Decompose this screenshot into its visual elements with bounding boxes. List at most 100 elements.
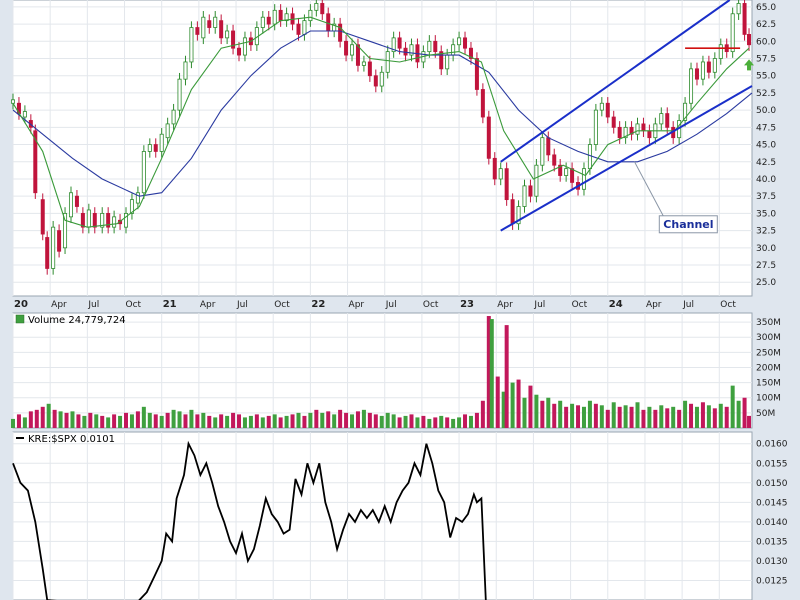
candle-body xyxy=(272,9,277,25)
volume-bar xyxy=(468,415,473,428)
volume-bar xyxy=(385,412,390,428)
candle-body xyxy=(92,212,97,228)
x-tick-label: Jul xyxy=(87,300,99,310)
volume-bar xyxy=(40,406,45,428)
candle-body xyxy=(747,34,752,46)
sma50-line xyxy=(12,16,750,228)
candle-body xyxy=(141,151,146,194)
candle-body xyxy=(195,27,200,35)
candle-body xyxy=(355,44,360,66)
price-tick-label: 47.5 xyxy=(756,123,776,133)
candle-body xyxy=(201,16,206,39)
volume-bar xyxy=(332,414,337,428)
volume-bar xyxy=(314,409,319,428)
candle-body xyxy=(665,113,670,128)
volume-panel xyxy=(12,312,753,429)
candle-body xyxy=(45,237,50,269)
candle-body xyxy=(730,13,735,53)
x-tick-label: Apr xyxy=(349,300,365,310)
candle-body xyxy=(629,126,634,135)
price-tick-label: 55.0 xyxy=(756,72,776,82)
candle-body xyxy=(558,164,563,176)
candle-body xyxy=(451,44,456,56)
volume-bar xyxy=(510,382,515,428)
volume-bar xyxy=(177,411,182,428)
volume-legend-swatch xyxy=(15,314,25,324)
volume-bar xyxy=(593,403,598,428)
volume-bar xyxy=(427,418,432,428)
volume-bar xyxy=(219,414,224,428)
candle-body xyxy=(189,27,194,63)
candle-body xyxy=(278,9,283,22)
price-tick-label: 30.0 xyxy=(756,244,776,254)
ratio-panel xyxy=(12,431,753,600)
volume-bar xyxy=(124,412,129,428)
volume-bar xyxy=(397,417,402,428)
candle-body xyxy=(593,109,598,145)
price-tick-label: 50.0 xyxy=(756,106,776,116)
volume-bar xyxy=(58,411,63,428)
volume-bar xyxy=(486,316,491,428)
x-tick-label: Apr xyxy=(51,300,67,310)
x-tick-label: Oct xyxy=(274,300,290,310)
candle-body xyxy=(350,44,355,56)
candle-body xyxy=(605,102,610,118)
candle-body xyxy=(135,192,140,204)
volume-bar xyxy=(242,417,247,428)
candle-body xyxy=(683,102,688,121)
candle-body xyxy=(641,123,646,132)
volume-bar xyxy=(712,408,717,428)
candle-body xyxy=(57,230,62,252)
volume-bar xyxy=(457,417,462,428)
candle-body xyxy=(385,51,390,73)
volume-bar xyxy=(308,412,313,428)
volume-bar xyxy=(641,409,646,428)
candle-body xyxy=(100,212,105,228)
volume-bar xyxy=(76,414,81,428)
candle-body xyxy=(68,192,73,218)
candle-body xyxy=(344,40,349,56)
volume-bar xyxy=(165,412,170,428)
candle-body xyxy=(391,37,396,53)
volume-bar xyxy=(141,406,146,428)
volume-bar xyxy=(195,414,200,428)
volume-bar xyxy=(22,417,27,428)
candle-body xyxy=(302,20,307,35)
price-tick-label: 27.5 xyxy=(756,261,776,271)
candle-body xyxy=(439,51,444,70)
volume-bar xyxy=(213,417,218,428)
ratio-tick-label: 0.0150 xyxy=(756,479,788,489)
volume-bar xyxy=(501,391,506,428)
volume-bar xyxy=(82,415,87,428)
x-tick-label: 22 xyxy=(311,299,325,310)
candle-body xyxy=(338,23,343,42)
volume-tick-label: 200M xyxy=(756,363,781,373)
volume-bar xyxy=(159,415,164,428)
volume-bar xyxy=(272,414,277,428)
candle-body xyxy=(326,13,331,32)
volume-bar xyxy=(367,412,372,428)
volume-bar xyxy=(671,406,676,428)
volume-bar xyxy=(391,414,396,428)
candle-body xyxy=(207,20,212,28)
volume-bar xyxy=(706,405,711,428)
volume-bar xyxy=(338,409,343,428)
x-tick-label: Oct xyxy=(572,300,588,310)
volume-tick-label: 150M xyxy=(756,379,781,389)
volume-bar xyxy=(284,415,289,428)
candle-body xyxy=(314,3,319,11)
candle-body xyxy=(468,47,473,59)
candle-body xyxy=(712,58,717,73)
candle-body xyxy=(266,16,271,25)
volume-bar xyxy=(647,406,652,428)
volume-bar xyxy=(421,415,426,428)
volume-bar xyxy=(451,418,456,428)
volume-bar xyxy=(724,406,729,428)
candle-body xyxy=(379,71,384,87)
annotation-pointer xyxy=(634,161,666,221)
volume-bar xyxy=(552,403,557,428)
candle-body xyxy=(635,123,640,135)
volume-bar xyxy=(480,400,485,428)
channel-annotation: Channel xyxy=(663,218,713,231)
volume-bar xyxy=(546,397,551,428)
